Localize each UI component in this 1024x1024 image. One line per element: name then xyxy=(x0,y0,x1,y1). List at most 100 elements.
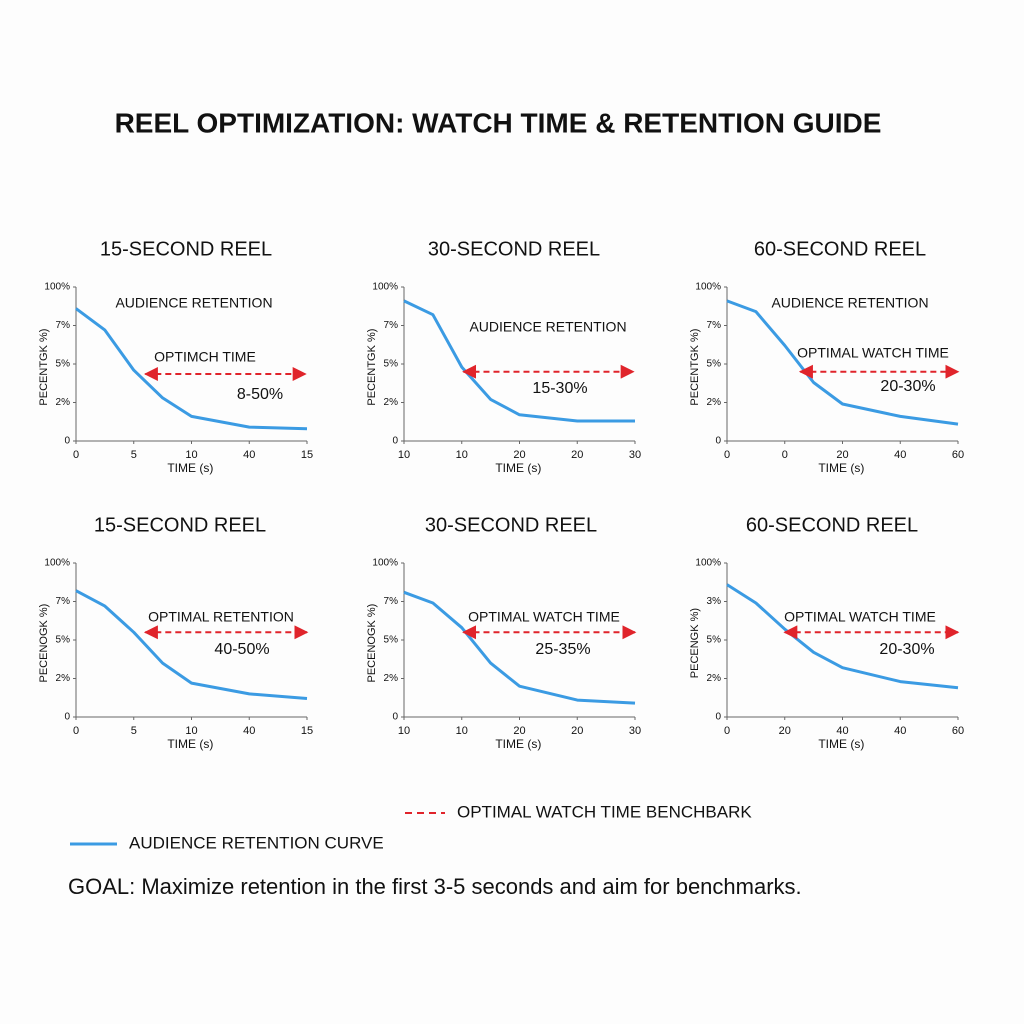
annotation: AUDIENCE RETENTION xyxy=(771,295,928,311)
annotation: AUDIENCE RETENTION xyxy=(469,319,626,335)
x-axis-label: TIME (s) xyxy=(818,737,864,751)
y-tick-label: 7% xyxy=(56,320,71,331)
x-tick-label: 40 xyxy=(243,449,255,461)
annotation: OPTIMAL WATCH TIME xyxy=(797,345,949,361)
annotation: OPTIMCH TIME xyxy=(154,349,256,365)
y-tick-label: 0 xyxy=(392,436,398,447)
y-tick-label: 2% xyxy=(384,397,399,408)
x-axis-label: TIME (s) xyxy=(495,461,541,475)
x-tick-label: 15 xyxy=(301,449,313,461)
benchmark-range: 20-30% xyxy=(880,378,935,395)
y-tick-label: 0 xyxy=(392,712,398,723)
legend-label: AUDIENCE RETENTION CURVE xyxy=(129,833,384,852)
annotation: AUDIENCE RETENTION xyxy=(115,295,272,311)
x-tick-label: 20 xyxy=(571,449,583,461)
y-tick-label: 5% xyxy=(56,635,71,646)
chart-title: 60-SECOND REEL xyxy=(754,238,926,260)
y-tick-label: 7% xyxy=(384,320,399,331)
benchmark-range: 15-30% xyxy=(532,380,587,397)
retention-curve xyxy=(75,307,308,431)
x-tick-label: 40 xyxy=(894,449,906,461)
annotation: OPTIMAL RETENTION xyxy=(148,609,294,625)
x-tick-label: 10 xyxy=(456,725,468,737)
x-tick-label: 20 xyxy=(571,725,583,737)
retention-curve xyxy=(75,589,308,700)
y-tick-label: 7% xyxy=(707,320,722,331)
x-axis-label: TIME (s) xyxy=(167,737,213,751)
y-axis-label: PECENGK %) xyxy=(689,608,701,678)
x-tick-label: 60 xyxy=(952,449,964,461)
y-tick-label: 5% xyxy=(56,359,71,370)
benchmark-range: 40-50% xyxy=(214,641,269,658)
retention-curve xyxy=(403,299,635,423)
x-tick-label: 10 xyxy=(185,449,197,461)
x-axis-label: TIME (s) xyxy=(495,737,541,751)
y-tick-label: 5% xyxy=(384,359,399,370)
x-axis-label: TIME (s) xyxy=(818,461,864,475)
x-tick-label: 0 xyxy=(73,725,79,737)
annotation: OPTIMAL WATCH TIME xyxy=(784,609,936,625)
page-title: REEL OPTIMIZATION: WATCH TIME & RETENTIO… xyxy=(115,107,882,138)
y-tick-label: 0 xyxy=(715,712,721,723)
legend-label: OPTIMAL WATCH TIME BENCHBARK xyxy=(457,802,752,821)
x-tick-label: 60 xyxy=(952,725,964,737)
x-tick-label: 10 xyxy=(398,725,410,737)
x-tick-label: 30 xyxy=(629,449,641,461)
x-tick-label: 20 xyxy=(779,725,791,737)
x-tick-label: 5 xyxy=(131,449,137,461)
x-tick-label: 15 xyxy=(301,725,313,737)
y-tick-label: 0 xyxy=(64,712,70,723)
y-tick-label: 2% xyxy=(56,397,71,408)
chart-title: 60-SECOND REEL xyxy=(746,514,918,536)
x-tick-label: 0 xyxy=(724,725,730,737)
x-tick-label: 40 xyxy=(894,725,906,737)
y-tick-label: 5% xyxy=(707,359,722,370)
retention-curve xyxy=(726,299,959,426)
y-tick-label: 3% xyxy=(707,596,722,607)
chart-title: 15-SECOND REEL xyxy=(100,238,272,260)
y-axis-label: PECENOGK %) xyxy=(38,604,50,683)
y-tick-label: 2% xyxy=(707,397,722,408)
y-tick-label: 2% xyxy=(384,673,399,684)
x-tick-label: 40 xyxy=(243,725,255,737)
x-tick-label: 0 xyxy=(782,449,788,461)
chart-title: 15-SECOND REEL xyxy=(94,514,266,536)
x-tick-label: 5 xyxy=(131,725,137,737)
x-tick-label: 20 xyxy=(836,449,848,461)
annotation: OPTIMAL WATCH TIME xyxy=(468,609,620,625)
x-tick-label: 10 xyxy=(398,449,410,461)
y-axis-label: PECENTGK %) xyxy=(366,329,378,406)
y-tick-label: 7% xyxy=(384,596,399,607)
x-tick-label: 40 xyxy=(836,725,848,737)
x-tick-label: 10 xyxy=(456,449,468,461)
x-tick-label: 20 xyxy=(513,449,525,461)
y-tick-label: 7% xyxy=(56,596,71,607)
x-axis-label: TIME (s) xyxy=(167,461,213,475)
benchmark-range: 20-30% xyxy=(879,641,934,658)
x-tick-label: 30 xyxy=(629,725,641,737)
y-tick-label: 2% xyxy=(707,673,722,684)
y-tick-label: 100% xyxy=(44,558,70,569)
y-axis-label: PECENOGK %) xyxy=(366,604,378,683)
y-tick-label: 100% xyxy=(372,558,398,569)
y-tick-label: 100% xyxy=(695,282,721,293)
retention-curve xyxy=(403,590,636,705)
chart-title: 30-SECOND REEL xyxy=(425,514,597,536)
x-tick-label: 10 xyxy=(185,725,197,737)
y-axis-label: PECENTGK %) xyxy=(689,329,701,406)
y-tick-label: 100% xyxy=(372,282,398,293)
y-tick-label: 100% xyxy=(44,282,70,293)
benchmark-range: 25-35% xyxy=(535,641,590,658)
y-tick-label: 0 xyxy=(64,436,70,447)
retention-curve xyxy=(726,583,959,690)
y-tick-label: 100% xyxy=(695,558,721,569)
x-tick-label: 20 xyxy=(513,725,525,737)
y-tick-label: 0 xyxy=(715,436,721,447)
chart-title: 30-SECOND REEL xyxy=(428,238,600,260)
goal-text: GOAL: Maximize retention in the first 3-… xyxy=(68,874,802,899)
x-tick-label: 0 xyxy=(73,449,79,461)
benchmark-range: 8-50% xyxy=(237,386,283,403)
